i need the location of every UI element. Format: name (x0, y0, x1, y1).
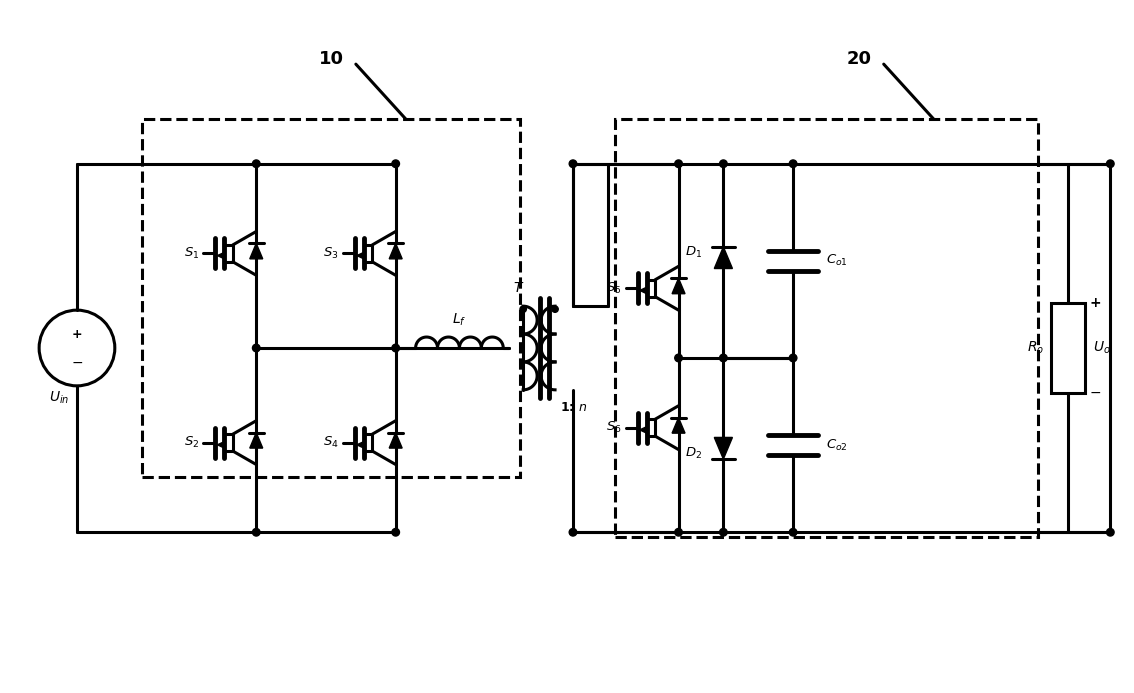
Text: $L_f$: $L_f$ (452, 312, 466, 328)
Text: −: − (71, 356, 83, 370)
Circle shape (789, 529, 797, 536)
Text: $S_5$: $S_5$ (606, 281, 621, 296)
Polygon shape (357, 441, 364, 448)
Text: +: + (71, 328, 83, 340)
Polygon shape (249, 243, 263, 259)
Circle shape (675, 529, 683, 536)
Text: $U_{in}$: $U_{in}$ (49, 389, 69, 406)
Circle shape (720, 354, 727, 362)
Polygon shape (714, 247, 733, 268)
Circle shape (569, 529, 577, 536)
Polygon shape (672, 279, 685, 294)
Circle shape (720, 160, 727, 168)
Text: $C_{o1}$: $C_{o1}$ (826, 254, 848, 268)
Circle shape (253, 529, 260, 536)
Polygon shape (640, 287, 646, 294)
Polygon shape (389, 432, 403, 448)
Circle shape (392, 160, 399, 168)
Text: $U_o$: $U_o$ (1093, 340, 1111, 356)
Text: $S_1$: $S_1$ (184, 246, 200, 261)
Circle shape (253, 160, 260, 168)
Text: 1: $n$: 1: $n$ (560, 401, 587, 414)
Text: −: − (1090, 386, 1101, 400)
Polygon shape (218, 252, 225, 259)
Circle shape (1107, 529, 1114, 536)
Circle shape (789, 160, 797, 168)
Polygon shape (249, 432, 263, 448)
Circle shape (675, 354, 683, 362)
Circle shape (675, 160, 683, 168)
Circle shape (552, 306, 558, 313)
Text: $S_2$: $S_2$ (184, 435, 200, 450)
Text: $S_6$: $S_6$ (606, 420, 621, 435)
Circle shape (392, 529, 399, 536)
Circle shape (392, 344, 399, 352)
Polygon shape (714, 437, 733, 459)
Text: 20: 20 (846, 50, 871, 68)
Circle shape (1107, 160, 1114, 168)
Circle shape (569, 160, 577, 168)
Text: $R_o$: $R_o$ (1027, 340, 1044, 356)
Circle shape (253, 344, 260, 352)
Text: $C_{o2}$: $C_{o2}$ (826, 437, 848, 453)
Bar (1050, 303, 1085, 393)
Circle shape (789, 354, 797, 362)
Text: +: + (1090, 296, 1101, 310)
Polygon shape (218, 441, 225, 448)
Polygon shape (389, 243, 403, 259)
Polygon shape (672, 418, 685, 433)
Text: $S_3$: $S_3$ (323, 246, 339, 261)
Text: $D_2$: $D_2$ (685, 446, 702, 461)
Circle shape (521, 306, 526, 313)
Text: $S_4$: $S_4$ (323, 435, 339, 450)
Text: 10: 10 (319, 50, 344, 68)
Polygon shape (357, 252, 364, 259)
Text: $D_1$: $D_1$ (685, 245, 702, 261)
Polygon shape (640, 427, 646, 433)
Circle shape (720, 529, 727, 536)
Text: $T$: $T$ (513, 281, 524, 295)
